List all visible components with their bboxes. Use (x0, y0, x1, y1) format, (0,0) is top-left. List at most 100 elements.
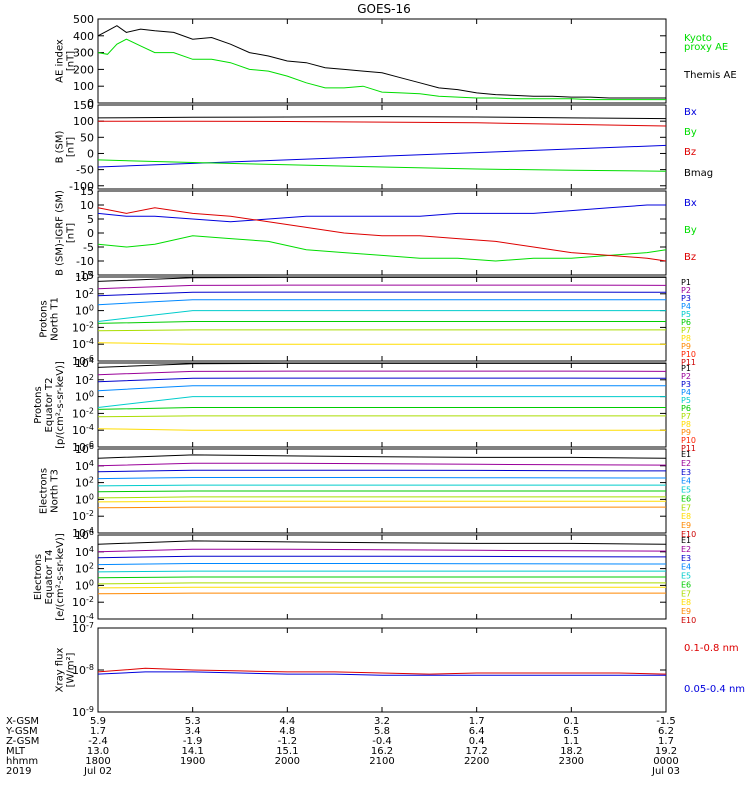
panel-6-series-e4 (97, 477, 667, 480)
panel-7-series-e4 (97, 563, 667, 566)
panel-5-legend-p4: P4 (681, 388, 691, 397)
panel-2-series-bz (98, 120, 667, 127)
xaxis-tick-value: -0.4 (372, 736, 392, 747)
panel-7-ytick-label: 10-2 (72, 595, 94, 610)
panel-3-ytick-label: -15 (76, 269, 94, 282)
panel-6-series-e3 (97, 469, 667, 473)
panel-7-series-e9 (97, 592, 666, 595)
xaxis-tick-value: 14.1 (182, 746, 204, 757)
panel-6-series-e6 (97, 490, 666, 493)
panel-6-ylabel: ElectronsNorth T3 (39, 468, 61, 514)
xaxis-tick-value: 0000 (653, 756, 678, 767)
xaxis-tick-value: -1.5 (656, 716, 676, 727)
panel-8-series-0-05-0-4-nm (97, 671, 666, 676)
panel-5-legend-p9: P9 (681, 428, 691, 437)
panel-5-ytick-label: 10-4 (72, 423, 94, 438)
panel-8-legend-0: 0.1-0.8 nm (684, 643, 739, 654)
figure-title: GOES-16 (357, 2, 411, 16)
panel-6-legend-e6: E6 (681, 494, 691, 503)
panel-2-ytick-label: 0 (87, 147, 94, 160)
xaxis-tick-value: Jul 03 (651, 766, 680, 777)
panel-2-legend-by: By (684, 127, 697, 138)
xaxis-tick-value: 2100 (369, 756, 394, 767)
xaxis-tick-value: -2.4 (88, 736, 108, 747)
panel-7-ytick-label: 106 (75, 528, 94, 543)
xaxis-row-label-x-gsm: X-GSM (6, 716, 39, 727)
panel-2-legend-bmag: Bmag (684, 168, 713, 179)
panel-6-legend-e5: E5 (681, 486, 691, 495)
panel-4-series-p3 (97, 291, 667, 297)
xaxis-row-label-mlt: MLT (6, 746, 26, 757)
panel-4-ytick-label: 102 (75, 286, 94, 301)
panel-4-legend-p8: P8 (681, 334, 691, 343)
panel-4-legend-p10: P10 (681, 350, 696, 359)
panel-6-legend-e2: E2 (681, 459, 691, 468)
xaxis-tick-value: 3.4 (185, 726, 201, 737)
panel-2-ytick-label: -50 (76, 164, 94, 177)
xaxis-row-label-z-gsm: Z-GSM (6, 736, 39, 747)
panel-6-series-e2 (97, 462, 667, 467)
panel-6-ytick-label: 10-2 (72, 509, 94, 524)
panel-2-ytick-label: -100 (69, 180, 94, 193)
panel-1-ytick-label: 100 (73, 80, 94, 93)
xaxis-tick-value: 15.1 (276, 746, 298, 757)
panel-7-legend-e7: E7 (681, 589, 691, 598)
panel-6-series-e9 (97, 506, 666, 509)
panel-8-legend-1: 0.05-0.4 nm (684, 684, 745, 695)
xaxis-tick-value: 3.2 (374, 716, 390, 727)
panel-2-ylabel: B (SM)[nT] (55, 130, 77, 163)
panel-1-ytick-label: 500 (73, 13, 94, 26)
panel-4-frame (97, 276, 667, 362)
panel-1-series-kyoto-proxy-ae (97, 38, 666, 101)
panel-1-ytick-label: 0 (87, 97, 94, 110)
xaxis-tick-value: 0.4 (469, 736, 485, 747)
panel-3-ytick-label: 5 (87, 213, 94, 226)
xaxis-tick-value: 1900 (180, 756, 205, 767)
panel-7-series-e8 (97, 586, 666, 589)
panel-6-legend-e9: E9 (681, 521, 691, 530)
panel-2-series-bmag (97, 116, 667, 120)
panel-8-ylabel: Xray flux[W/m²] (55, 648, 77, 693)
panel-7-legend-e3: E3 (681, 554, 691, 563)
panel-7-ylabel: ElectronsEquator T4[e/(cm²-s-sr-keV)] (33, 533, 66, 621)
panel-4-series-p2 (97, 284, 667, 290)
panel-8-series-0-1-0-8-nm (97, 667, 667, 675)
panel-6-series-e8 (97, 500, 666, 503)
panel-6-ytick-label: 104 (75, 458, 94, 473)
panel-4-legend-p5: P5 (681, 310, 691, 319)
panel-6-series-e1 (97, 454, 667, 459)
panel-3-ytick-label: 0 (87, 227, 94, 240)
xaxis-row-label-y-gsm: Y-GSM (5, 726, 38, 737)
panel-4-legend-p6: P6 (681, 318, 691, 327)
panel-6-legend-e8: E8 (681, 512, 691, 521)
panel-3-ylabel: B (SM)-IGRF (SM)[nT] (55, 190, 77, 276)
panel-7-series-e1 (97, 540, 667, 545)
panel-1-frame (97, 18, 667, 104)
panel-4-series-p1 (97, 276, 666, 282)
panel-4-ytick-label: 10-4 (72, 337, 94, 352)
panel-6-legend-e3: E3 (681, 468, 691, 477)
xaxis-tick-value: 0.1 (563, 716, 579, 727)
panel-5-legend-p2: P2 (681, 372, 691, 381)
panel-7-ytick-label: 100 (75, 578, 94, 593)
panel-7-series-e6 (97, 576, 666, 579)
panel-4-legend-p2: P2 (681, 286, 691, 295)
xaxis-row-label-hhmm: hhmm (6, 756, 38, 767)
panel-5-legend-p5: P5 (681, 396, 691, 405)
panel-5-legend-p7: P7 (681, 412, 691, 421)
panel-3-series-by (97, 235, 667, 262)
panel-6-series-e7 (97, 496, 666, 499)
panel-2-ytick-label: 100 (73, 115, 94, 128)
panel-4-series-p4 (97, 299, 666, 306)
panel-7-ytick-label: 102 (75, 561, 94, 576)
panel-5-series-p6 (97, 407, 666, 410)
panel-5-legend-p3: P3 (681, 380, 691, 389)
panel-1-legend-kyoto-proxy-ae: proxy AE (684, 42, 728, 53)
panel-7-series-e2 (97, 548, 667, 553)
xaxis-tick-value: 17.2 (466, 746, 488, 757)
xaxis-tick-value: 2300 (559, 756, 584, 767)
panel-5-ytick-label: 102 (75, 372, 94, 387)
panel-5-series-p1 (97, 362, 666, 368)
panel-7-series-e7 (97, 582, 666, 585)
panel-6-legend-e4: E4 (681, 477, 691, 486)
